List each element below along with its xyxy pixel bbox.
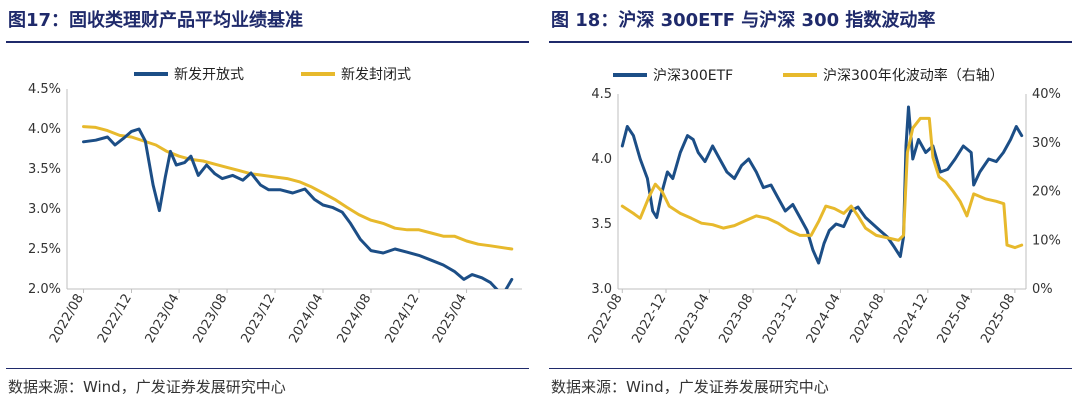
x-tick-label: 2023/04 — [143, 292, 183, 346]
y-tick-label: 2.0% — [28, 282, 61, 297]
x-tick-label: 2024/12 — [382, 292, 422, 346]
x-tick-label: 2025/04 — [430, 291, 470, 345]
x-tick-label: 2022-12 — [629, 292, 669, 347]
figure-17-chart: 2.0%2.5%3.0%3.5%4.0%4.5%2022/08 2022/12 20… — [28, 67, 522, 346]
x-tick-label: 2022/12 — [95, 292, 135, 346]
y-tick-label: 3.0 — [591, 282, 612, 297]
x-tick-label: 2023-12 — [760, 292, 800, 347]
y2-tick-label: 30% — [1032, 136, 1061, 151]
y-tick-label: 2.5% — [28, 242, 61, 257]
x-tick-label: 2022-08 — [586, 292, 626, 347]
source-divider — [549, 368, 1072, 369]
figure-18-source: 数据来源：Wind，广发证券发展研究中心 — [551, 378, 829, 396]
y-tick-label: 3.0% — [28, 202, 61, 217]
figure-17-source: 数据来源：Wind，广发证券发展研究中心 — [8, 378, 286, 396]
figure-18-chart: 3.0 3.5 4.0 4.5 0% 10% 20% 30% 40% 2022-08 2022-12… — [586, 67, 1061, 347]
y-tick-label: 4.0% — [28, 122, 61, 137]
series-line — [620, 116, 1024, 250]
x-tick-label: 2025-08 — [978, 292, 1018, 347]
figure-17-title: 图17：固收类理财产品平均业绩基准 — [8, 10, 304, 31]
x-tick-label: 2023-04 — [673, 292, 713, 347]
x-tick-label: 2023/12 — [238, 292, 278, 346]
legend-label: 沪深300ETF — [653, 68, 733, 84]
x-tick-label: 2024-12 — [891, 292, 931, 347]
y2-tick-label: 40% — [1032, 87, 1061, 102]
series-line — [82, 127, 514, 289]
x-tick-label: 2023-08 — [716, 292, 756, 347]
x-tick-label: 2024-04 — [804, 292, 844, 347]
y2-tick-label: 10% — [1032, 233, 1061, 248]
y-tick-label: 3.5% — [28, 162, 61, 177]
y2-tick-label: 20% — [1032, 185, 1061, 200]
x-tick-label: 2022/08 — [47, 292, 87, 346]
figure-18-title: 图 18：沪深 300ETF 与沪深 300 指数波动率 — [551, 10, 936, 31]
x-tick-label: 2024/08 — [334, 292, 374, 346]
series-line — [620, 105, 1024, 265]
y2-tick-label: 0% — [1032, 282, 1053, 297]
title-underline — [549, 41, 1072, 43]
legend-label: 新发封闭式 — [341, 67, 411, 83]
x-tick-label: 2024-08 — [847, 292, 887, 347]
source-divider — [6, 368, 529, 369]
x-tick-label: 2025-04 — [935, 292, 975, 347]
y-tick-label: 3.5 — [591, 217, 612, 232]
y-tick-label: 4.5% — [28, 82, 61, 97]
y-tick-label: 4.5 — [591, 87, 612, 102]
x-tick-label: 2024/04 — [286, 292, 326, 346]
legend-label: 沪深300年化波动率（右轴） — [823, 67, 1004, 84]
title-underline — [6, 41, 529, 43]
legend-label: 新发开放式 — [174, 67, 244, 83]
series-line — [82, 125, 514, 251]
y-tick-label: 4.0 — [591, 152, 612, 167]
x-tick-label: 2023/08 — [191, 292, 231, 346]
figure-18-panel: 图 18：沪深 300ETF 与沪深 300 指数波动率 3.0 3.5 4.0 4.… — [543, 0, 1080, 408]
figure-17-panel: 图17：固收类理财产品平均业绩基准 2.0% 2.5% 3.0% 3.5% 4.0% 4.… — [0, 0, 537, 408]
